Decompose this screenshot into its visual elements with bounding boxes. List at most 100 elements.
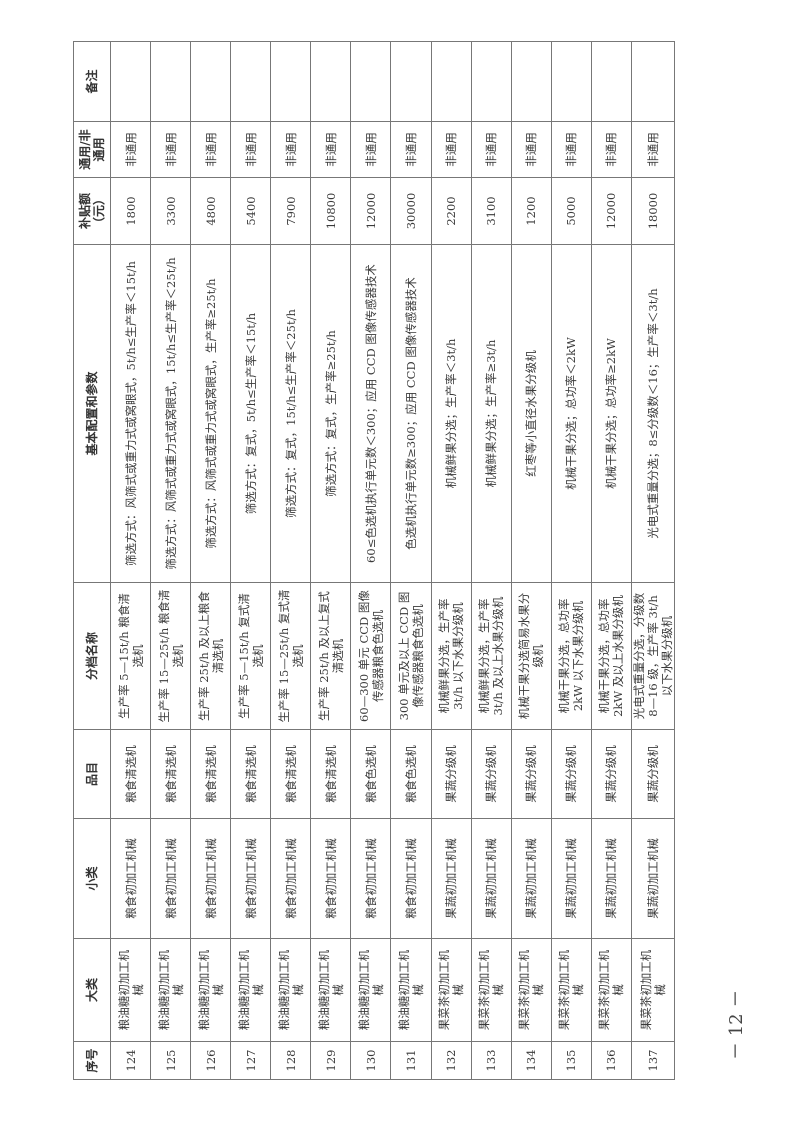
cell-grade-name: 机械干果分选简易水果分级机 xyxy=(511,582,552,730)
cell-seq: 133 xyxy=(471,1041,512,1080)
rotated-table-wrapper: 序号 大类 小类 品目 分档名称 基本配置和参数 补贴额（元） 通用/非通用 备注 124 粮油糖… xyxy=(73,41,675,1080)
cell-config-params: 红枣等小直径水果分级机 xyxy=(511,244,552,583)
cell-seq: 131 xyxy=(390,1041,431,1080)
cell-item: 粮食清选机 xyxy=(270,729,311,819)
cell-seq: 135 xyxy=(551,1041,592,1080)
cell-seq: 130 xyxy=(350,1041,391,1080)
cell-major-category: 果菜茶初加工机械 xyxy=(471,938,512,1042)
cell-major-category: 果菜茶初加工机械 xyxy=(631,938,675,1042)
table-row: 127 粮油糖初加工机械 粮食初加工机械 粮食清选机 生产率 5—15t/h 复式清选机… xyxy=(230,41,271,1080)
cell-minor-category: 果蔬初加工机械 xyxy=(551,818,592,939)
cell-general-flag: 非通用 xyxy=(190,121,231,178)
table-row: 126 粮油糖初加工机械 粮食初加工机械 粮食清选机 生产率 25t/h 及以上粮食清选… xyxy=(190,41,231,1080)
table-row: 132 果菜茶初加工机械 果蔬初加工机械 果蔬分级机 机械鲜果分选，生产率 3t/h 以… xyxy=(431,41,472,1080)
header-seq: 序号 xyxy=(73,1041,111,1080)
cell-remarks xyxy=(431,41,472,122)
cell-remarks xyxy=(511,41,552,122)
cell-grade-name: 60—300 单元 CCD 图像传感器粮食色选机 xyxy=(350,582,391,730)
table-row: 133 果菜茶初加工机械 果蔬初加工机械 果蔬分级机 机械鲜果分选，生产率 3t/h 及… xyxy=(471,41,512,1080)
cell-config-params: 机械鲜果分选；生产率＜3t/h xyxy=(431,244,472,583)
cell-major-category: 粮油糖初加工机械 xyxy=(310,938,351,1042)
header-remarks: 备注 xyxy=(73,41,111,122)
cell-config-params: 色选机执行单元数≥300；应用 CCD 图像传感器技术 xyxy=(390,244,431,583)
cell-item: 粮食清选机 xyxy=(230,729,271,819)
cell-minor-category: 粮食初加工机械 xyxy=(230,818,271,939)
cell-config-params: 筛选方式：复式，15t/h≤生产率＜25t/h xyxy=(270,244,311,583)
cell-general-flag: 非通用 xyxy=(551,121,592,178)
table-row: 131 粮油糖初加工机械 粮食初加工机械 粮食色选机 300 单元及以上 CCD 图像传… xyxy=(390,41,431,1080)
header-general-flag: 通用/非通用 xyxy=(73,121,111,178)
cell-major-category: 粮油糖初加工机械 xyxy=(350,938,391,1042)
cell-seq: 124 xyxy=(110,1041,151,1080)
cell-minor-category: 粮食初加工机械 xyxy=(190,818,231,939)
cell-seq: 129 xyxy=(310,1041,351,1080)
cell-seq: 137 xyxy=(631,1041,675,1080)
cell-minor-category: 粮食初加工机械 xyxy=(150,818,191,939)
header-minor-category: 小类 xyxy=(73,818,111,939)
cell-config-params: 60≤色选机执行单元数＜300；应用 CCD 图像传感器技术 xyxy=(350,244,391,583)
cell-general-flag: 非通用 xyxy=(471,121,512,178)
cell-item: 粮食清选机 xyxy=(110,729,151,819)
cell-config-params: 筛选方式：风筛式或重力式或窝眼式，生产率≥25t/h xyxy=(190,244,231,583)
cell-remarks xyxy=(310,41,351,122)
header-row: 序号 大类 小类 品目 分档名称 基本配置和参数 补贴额（元） 通用/非通用 备注 xyxy=(73,41,111,1080)
cell-general-flag: 非通用 xyxy=(270,121,311,178)
table-row: 125 粮油糖初加工机械 粮食初加工机械 粮食清选机 生产率 15—25t/h 粮食清选… xyxy=(150,41,191,1080)
cell-seq: 134 xyxy=(511,1041,552,1080)
cell-config-params: 机械干果分选；总功率＜2kW xyxy=(551,244,592,583)
cell-remarks xyxy=(230,41,271,122)
cell-major-category: 粮油糖初加工机械 xyxy=(390,938,431,1042)
cell-item: 粮食清选机 xyxy=(310,729,351,819)
subsidy-table: 序号 大类 小类 品目 分档名称 基本配置和参数 补贴额（元） 通用/非通用 备注 124 粮油糖… xyxy=(73,41,675,1080)
cell-remarks xyxy=(631,41,675,122)
cell-major-category: 果菜茶初加工机械 xyxy=(511,938,552,1042)
cell-config-params: 筛选方式：复式，5t/h≤生产率＜15t/h xyxy=(230,244,271,583)
cell-config-params: 筛选方式：风筛式或重力式或窝眼式，5t/h≤生产率＜15t/h xyxy=(110,244,151,583)
table-row: 134 果菜茶初加工机械 果蔬初加工机械 果蔬分级机 机械干果分选简易水果分级机 红枣等小… xyxy=(511,41,552,1080)
cell-grade-name: 机械干果分选，总功率 2kW 及以上水果分级机 xyxy=(591,582,632,730)
cell-major-category: 粮油糖初加工机械 xyxy=(190,938,231,1042)
header-config-params: 基本配置和参数 xyxy=(73,244,111,583)
cell-seq: 127 xyxy=(230,1041,271,1080)
cell-remarks xyxy=(270,41,311,122)
table-row: 135 果菜茶初加工机械 果蔬初加工机械 果蔬分级机 机械干果分选，总功率 2kW 以下… xyxy=(551,41,592,1080)
table-row: 137 果菜茶初加工机械 果蔬初加工机械 果蔬分级机 光电式重量分选，分级数 8—16 … xyxy=(631,41,675,1080)
cell-general-flag: 非通用 xyxy=(511,121,552,178)
cell-config-params: 光电式重量分选；8≤分级数＜16；生产率＜3t/h xyxy=(631,244,675,583)
page-number: － 12 － xyxy=(726,989,747,1060)
cell-grade-name: 光电式重量分选，分级数 8—16 级，生产率 3t/h 以下水果分级机 xyxy=(631,582,675,730)
cell-general-flag: 非通用 xyxy=(591,121,632,178)
cell-item: 果蔬分级机 xyxy=(471,729,512,819)
cell-grade-name: 机械干果分选，总功率 2kW 以下水果分级机 xyxy=(551,582,592,730)
cell-minor-category: 果蔬初加工机械 xyxy=(471,818,512,939)
cell-item: 果蔬分级机 xyxy=(431,729,472,819)
cell-item: 粮食色选机 xyxy=(350,729,391,819)
cell-subsidy-amount: 1200 xyxy=(511,177,552,245)
cell-subsidy-amount: 30000 xyxy=(390,177,431,245)
cell-subsidy-amount: 4800 xyxy=(190,177,231,245)
cell-config-params: 机械鲜果分选；生产率≥3t/h xyxy=(471,244,512,583)
cell-major-category: 粮油糖初加工机械 xyxy=(110,938,151,1042)
cell-minor-category: 果蔬初加工机械 xyxy=(591,818,632,939)
header-major-category: 大类 xyxy=(73,938,111,1042)
cell-config-params: 筛选方式：风筛式或重力式或窝眼式，15t/h≤生产率＜25t/h xyxy=(150,244,191,583)
header-subsidy-amount: 补贴额（元） xyxy=(73,177,111,245)
cell-general-flag: 非通用 xyxy=(390,121,431,178)
cell-grade-name: 生产率 5—15t/h 粮食清选机 xyxy=(110,582,151,730)
cell-major-category: 粮油糖初加工机械 xyxy=(230,938,271,1042)
cell-subsidy-amount: 12000 xyxy=(350,177,391,245)
cell-general-flag: 非通用 xyxy=(350,121,391,178)
cell-item: 果蔬分级机 xyxy=(631,729,675,819)
cell-seq: 125 xyxy=(150,1041,191,1080)
cell-general-flag: 非通用 xyxy=(631,121,675,178)
cell-major-category: 果菜茶初加工机械 xyxy=(551,938,592,1042)
header-grade-name: 分档名称 xyxy=(73,582,111,730)
cell-general-flag: 非通用 xyxy=(310,121,351,178)
cell-remarks xyxy=(150,41,191,122)
cell-subsidy-amount: 12000 xyxy=(591,177,632,245)
cell-subsidy-amount: 1800 xyxy=(110,177,151,245)
cell-minor-category: 果蔬初加工机械 xyxy=(431,818,472,939)
cell-subsidy-amount: 2200 xyxy=(431,177,472,245)
table-row: 136 果菜茶初加工机械 果蔬初加工机械 果蔬分级机 机械干果分选，总功率 2kW 及以… xyxy=(591,41,632,1080)
header-item: 品目 xyxy=(73,729,111,819)
